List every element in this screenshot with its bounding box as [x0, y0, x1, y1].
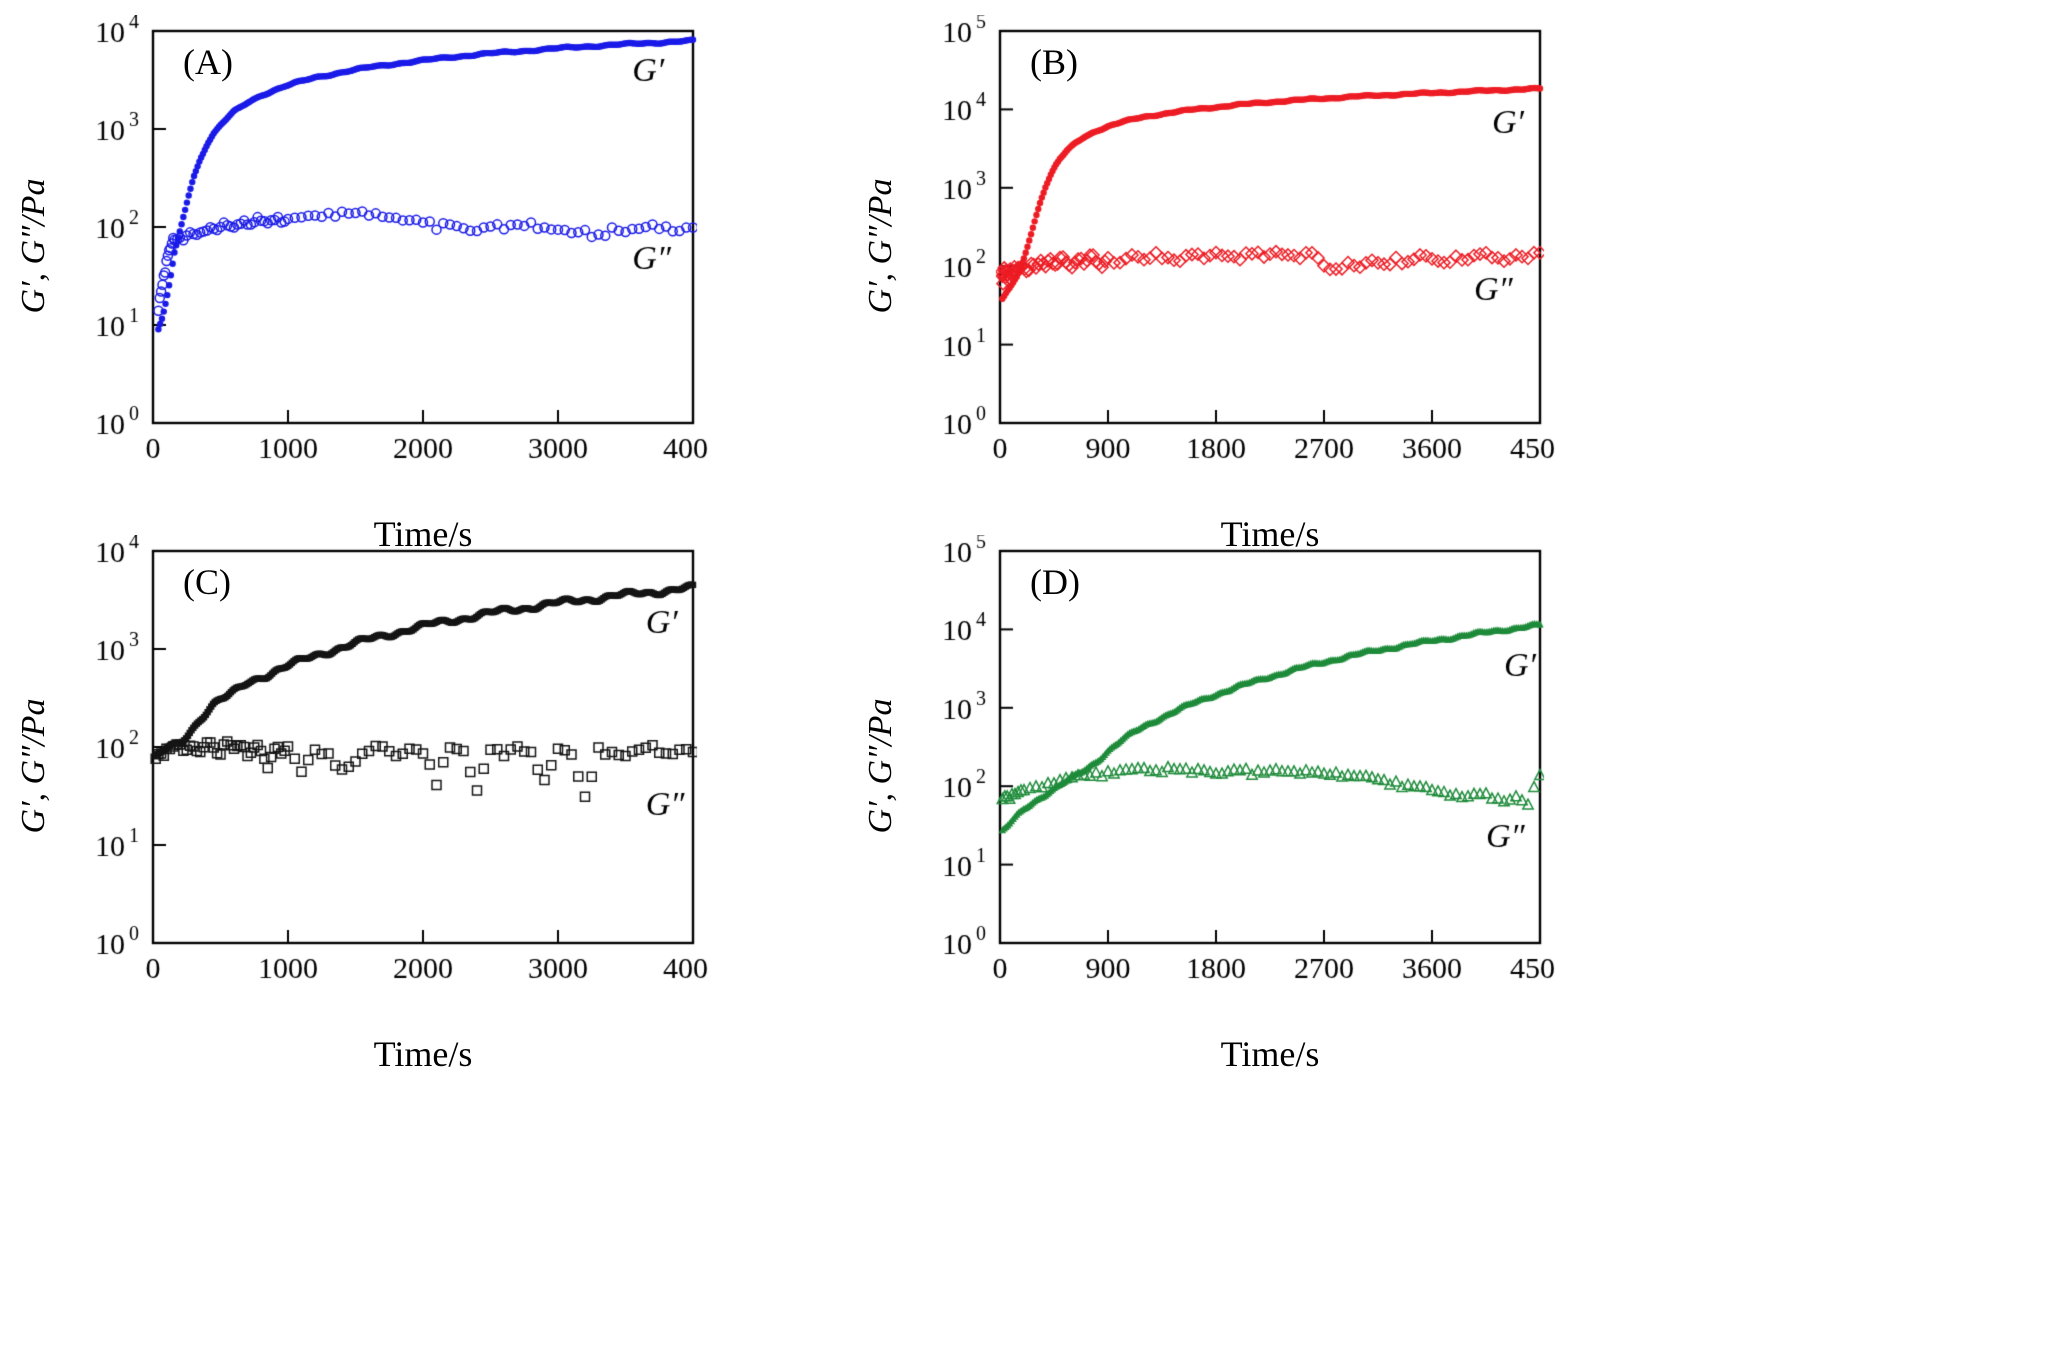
panel-label-b: (B) [1030, 42, 1078, 82]
plot-area-b: (B) [895, 15, 1555, 495]
panel-label-d: (D) [1030, 562, 1080, 602]
x-axis-label: Time/s [1220, 1034, 1320, 1074]
chart-panel-a: G′, G″/Pa (A) Time/s [8, 15, 788, 575]
chart-panel-d: G′, G″/Pa (D) Time/s [855, 535, 1635, 1095]
chart-panel-b: G′, G″/Pa (B) Time/s [855, 15, 1635, 575]
x-axis-label: Time/s [373, 1034, 473, 1074]
chart-canvas-d [895, 535, 1555, 1015]
plot-area-a: (A) [48, 15, 708, 495]
chart-canvas-b [895, 15, 1555, 495]
panel-label-a: (A) [183, 42, 233, 82]
plot-area-d: (D) [895, 535, 1555, 1015]
chart-canvas-a [48, 15, 708, 495]
chart-panel-c: G′, G″/Pa (C) Time/s [8, 535, 788, 1095]
panel-label-c: (C) [183, 562, 231, 602]
plot-area-c: (C) [48, 535, 708, 1015]
chart-canvas-c [48, 535, 708, 1015]
